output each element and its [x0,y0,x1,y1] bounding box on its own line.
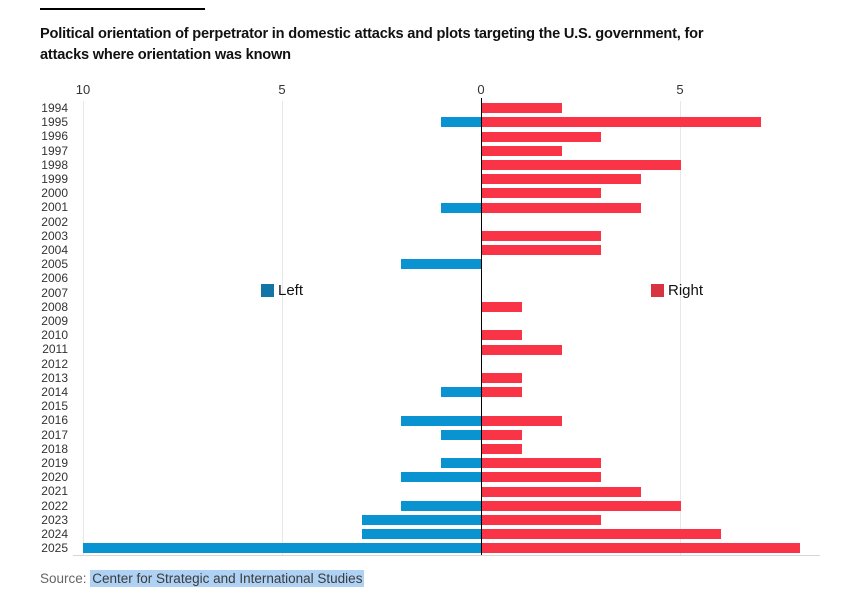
legend-swatch-right [651,284,664,297]
source-text-selected: Center for Strategic and International S… [90,570,365,587]
bar-right-2004 [482,245,602,256]
year-label-1999: 1999 [41,172,68,186]
bar-right-2017 [482,429,522,440]
bar-right-2000 [482,188,602,199]
gridline-5 [282,101,283,556]
year-label-2016: 2016 [41,413,68,428]
year-label-2024: 2024 [41,527,68,541]
year-label-2022: 2022 [41,498,68,513]
gridline-5 [680,101,681,556]
year-label-2015: 2015 [41,399,68,414]
source-line: Source: Center for Strategic and Interna… [40,570,365,587]
legend-item-right: Right [651,282,703,299]
year-label-2020: 2020 [41,470,68,485]
bar-right-1999 [482,174,642,185]
year-label-2025: 2025 [41,541,68,556]
year-label-1998: 1998 [41,157,68,172]
bar-right-2020 [482,472,602,483]
bar-right-2011 [482,344,562,355]
x-axis-baseline [73,555,820,557]
year-label-2005: 2005 [41,257,68,272]
x-tick-label: 5 [278,82,286,97]
bar-left-2025 [83,543,481,554]
top-accent-rule [40,8,205,10]
year-label-2001: 2001 [41,200,68,215]
bar-right-2010 [482,330,522,341]
year-label-2007: 2007 [41,285,68,300]
bar-right-2019 [482,458,602,469]
bar-right-2025 [482,543,801,554]
bar-right-2018 [482,443,522,454]
year-label-2009: 2009 [41,314,68,328]
bar-left-2024 [361,529,481,540]
zero-axis-line [481,98,482,556]
year-label-2006: 2006 [41,271,68,286]
legend-label-left: Left [278,282,304,299]
year-label-2002: 2002 [41,214,68,229]
bar-left-2019 [441,458,481,469]
year-label-2017: 2017 [41,427,68,442]
bar-left-2014 [441,387,481,398]
year-label-2021: 2021 [41,484,68,499]
year-label-2008: 2008 [41,299,68,314]
bar-right-1994 [482,103,562,114]
year-label-2003: 2003 [41,228,68,243]
bar-right-2008 [482,301,522,312]
chart-title-line1: Political orientation of perpetrator in … [40,26,704,42]
x-tick-label: 10 [75,82,91,97]
year-label-2004: 2004 [41,243,68,257]
year-label-2014: 2014 [41,385,68,399]
year-label-2023: 2023 [41,512,68,527]
year-label-1997: 1997 [41,143,68,158]
year-label-1995: 1995 [41,115,68,130]
bar-left-1995 [441,117,481,128]
year-label-2000: 2000 [41,186,68,201]
bar-right-2024 [482,529,721,540]
chart-title: Political orientation of perpetrator in … [40,24,704,66]
year-label-2010: 2010 [41,328,68,343]
year-label-2011: 2011 [42,342,68,357]
legend-item-left: Left [261,282,303,299]
bar-left-2022 [401,500,481,511]
year-label-2018: 2018 [41,441,68,456]
year-label-2019: 2019 [41,456,68,470]
bar-left-2023 [361,514,481,525]
bar-left-2020 [401,472,481,483]
bar-left-2001 [441,202,481,213]
year-label-1996: 1996 [41,129,68,144]
bar-right-2003 [482,230,602,241]
bar-right-2023 [482,514,602,525]
source-label: Source: [40,571,91,586]
year-label-1994: 1994 [41,101,68,115]
bar-right-1996 [482,131,602,142]
bar-right-1998 [482,159,681,170]
gridline-10 [83,101,84,556]
bar-right-1997 [482,145,562,156]
chart-title-line2: attacks where orientation was known [40,47,291,63]
bar-left-2016 [401,415,481,426]
x-tick-label: 0 [477,82,485,97]
bar-right-2021 [482,486,642,497]
legend-label-right: Right [668,282,704,299]
bar-right-2016 [482,415,562,426]
bar-left-2005 [401,259,481,270]
bar-right-2001 [482,202,642,213]
year-label-2012: 2012 [41,356,68,371]
year-label-2013: 2013 [41,370,68,385]
bar-right-1995 [482,117,761,128]
bar-right-2022 [482,500,681,511]
bar-left-2017 [441,429,481,440]
bar-right-2013 [482,372,522,383]
x-tick-label: 5 [676,82,684,97]
legend-swatch-left [261,284,274,297]
bar-right-2014 [482,387,522,398]
